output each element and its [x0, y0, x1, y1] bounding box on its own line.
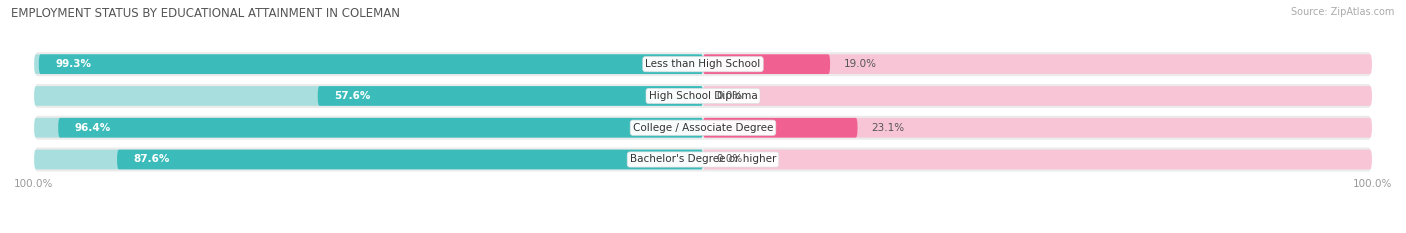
- FancyBboxPatch shape: [34, 118, 703, 137]
- FancyBboxPatch shape: [34, 54, 703, 74]
- Text: 96.4%: 96.4%: [75, 123, 111, 133]
- Text: 57.6%: 57.6%: [335, 91, 371, 101]
- FancyBboxPatch shape: [703, 86, 1372, 106]
- Text: Bachelor's Degree or higher: Bachelor's Degree or higher: [630, 154, 776, 164]
- Text: 100.0%: 100.0%: [14, 179, 53, 189]
- FancyBboxPatch shape: [703, 54, 830, 74]
- FancyBboxPatch shape: [34, 83, 1372, 109]
- FancyBboxPatch shape: [34, 150, 703, 169]
- Text: College / Associate Degree: College / Associate Degree: [633, 123, 773, 133]
- Text: 23.1%: 23.1%: [870, 123, 904, 133]
- Text: 0.0%: 0.0%: [717, 154, 742, 164]
- Text: 0.0%: 0.0%: [717, 91, 742, 101]
- FancyBboxPatch shape: [318, 86, 703, 106]
- Text: 99.3%: 99.3%: [55, 59, 91, 69]
- FancyBboxPatch shape: [34, 51, 1372, 77]
- Text: 19.0%: 19.0%: [844, 59, 876, 69]
- Text: EMPLOYMENT STATUS BY EDUCATIONAL ATTAINMENT IN COLEMAN: EMPLOYMENT STATUS BY EDUCATIONAL ATTAINM…: [11, 7, 401, 20]
- Text: 100.0%: 100.0%: [1353, 179, 1392, 189]
- FancyBboxPatch shape: [34, 147, 1372, 172]
- FancyBboxPatch shape: [58, 118, 703, 137]
- FancyBboxPatch shape: [703, 150, 1372, 169]
- Text: Source: ZipAtlas.com: Source: ZipAtlas.com: [1291, 7, 1395, 17]
- Text: High School Diploma: High School Diploma: [648, 91, 758, 101]
- FancyBboxPatch shape: [703, 54, 1372, 74]
- FancyBboxPatch shape: [703, 118, 858, 137]
- Text: Less than High School: Less than High School: [645, 59, 761, 69]
- FancyBboxPatch shape: [117, 150, 703, 169]
- FancyBboxPatch shape: [703, 118, 1372, 137]
- Text: 87.6%: 87.6%: [134, 154, 170, 164]
- FancyBboxPatch shape: [34, 86, 703, 106]
- FancyBboxPatch shape: [34, 115, 1372, 141]
- FancyBboxPatch shape: [39, 54, 703, 74]
